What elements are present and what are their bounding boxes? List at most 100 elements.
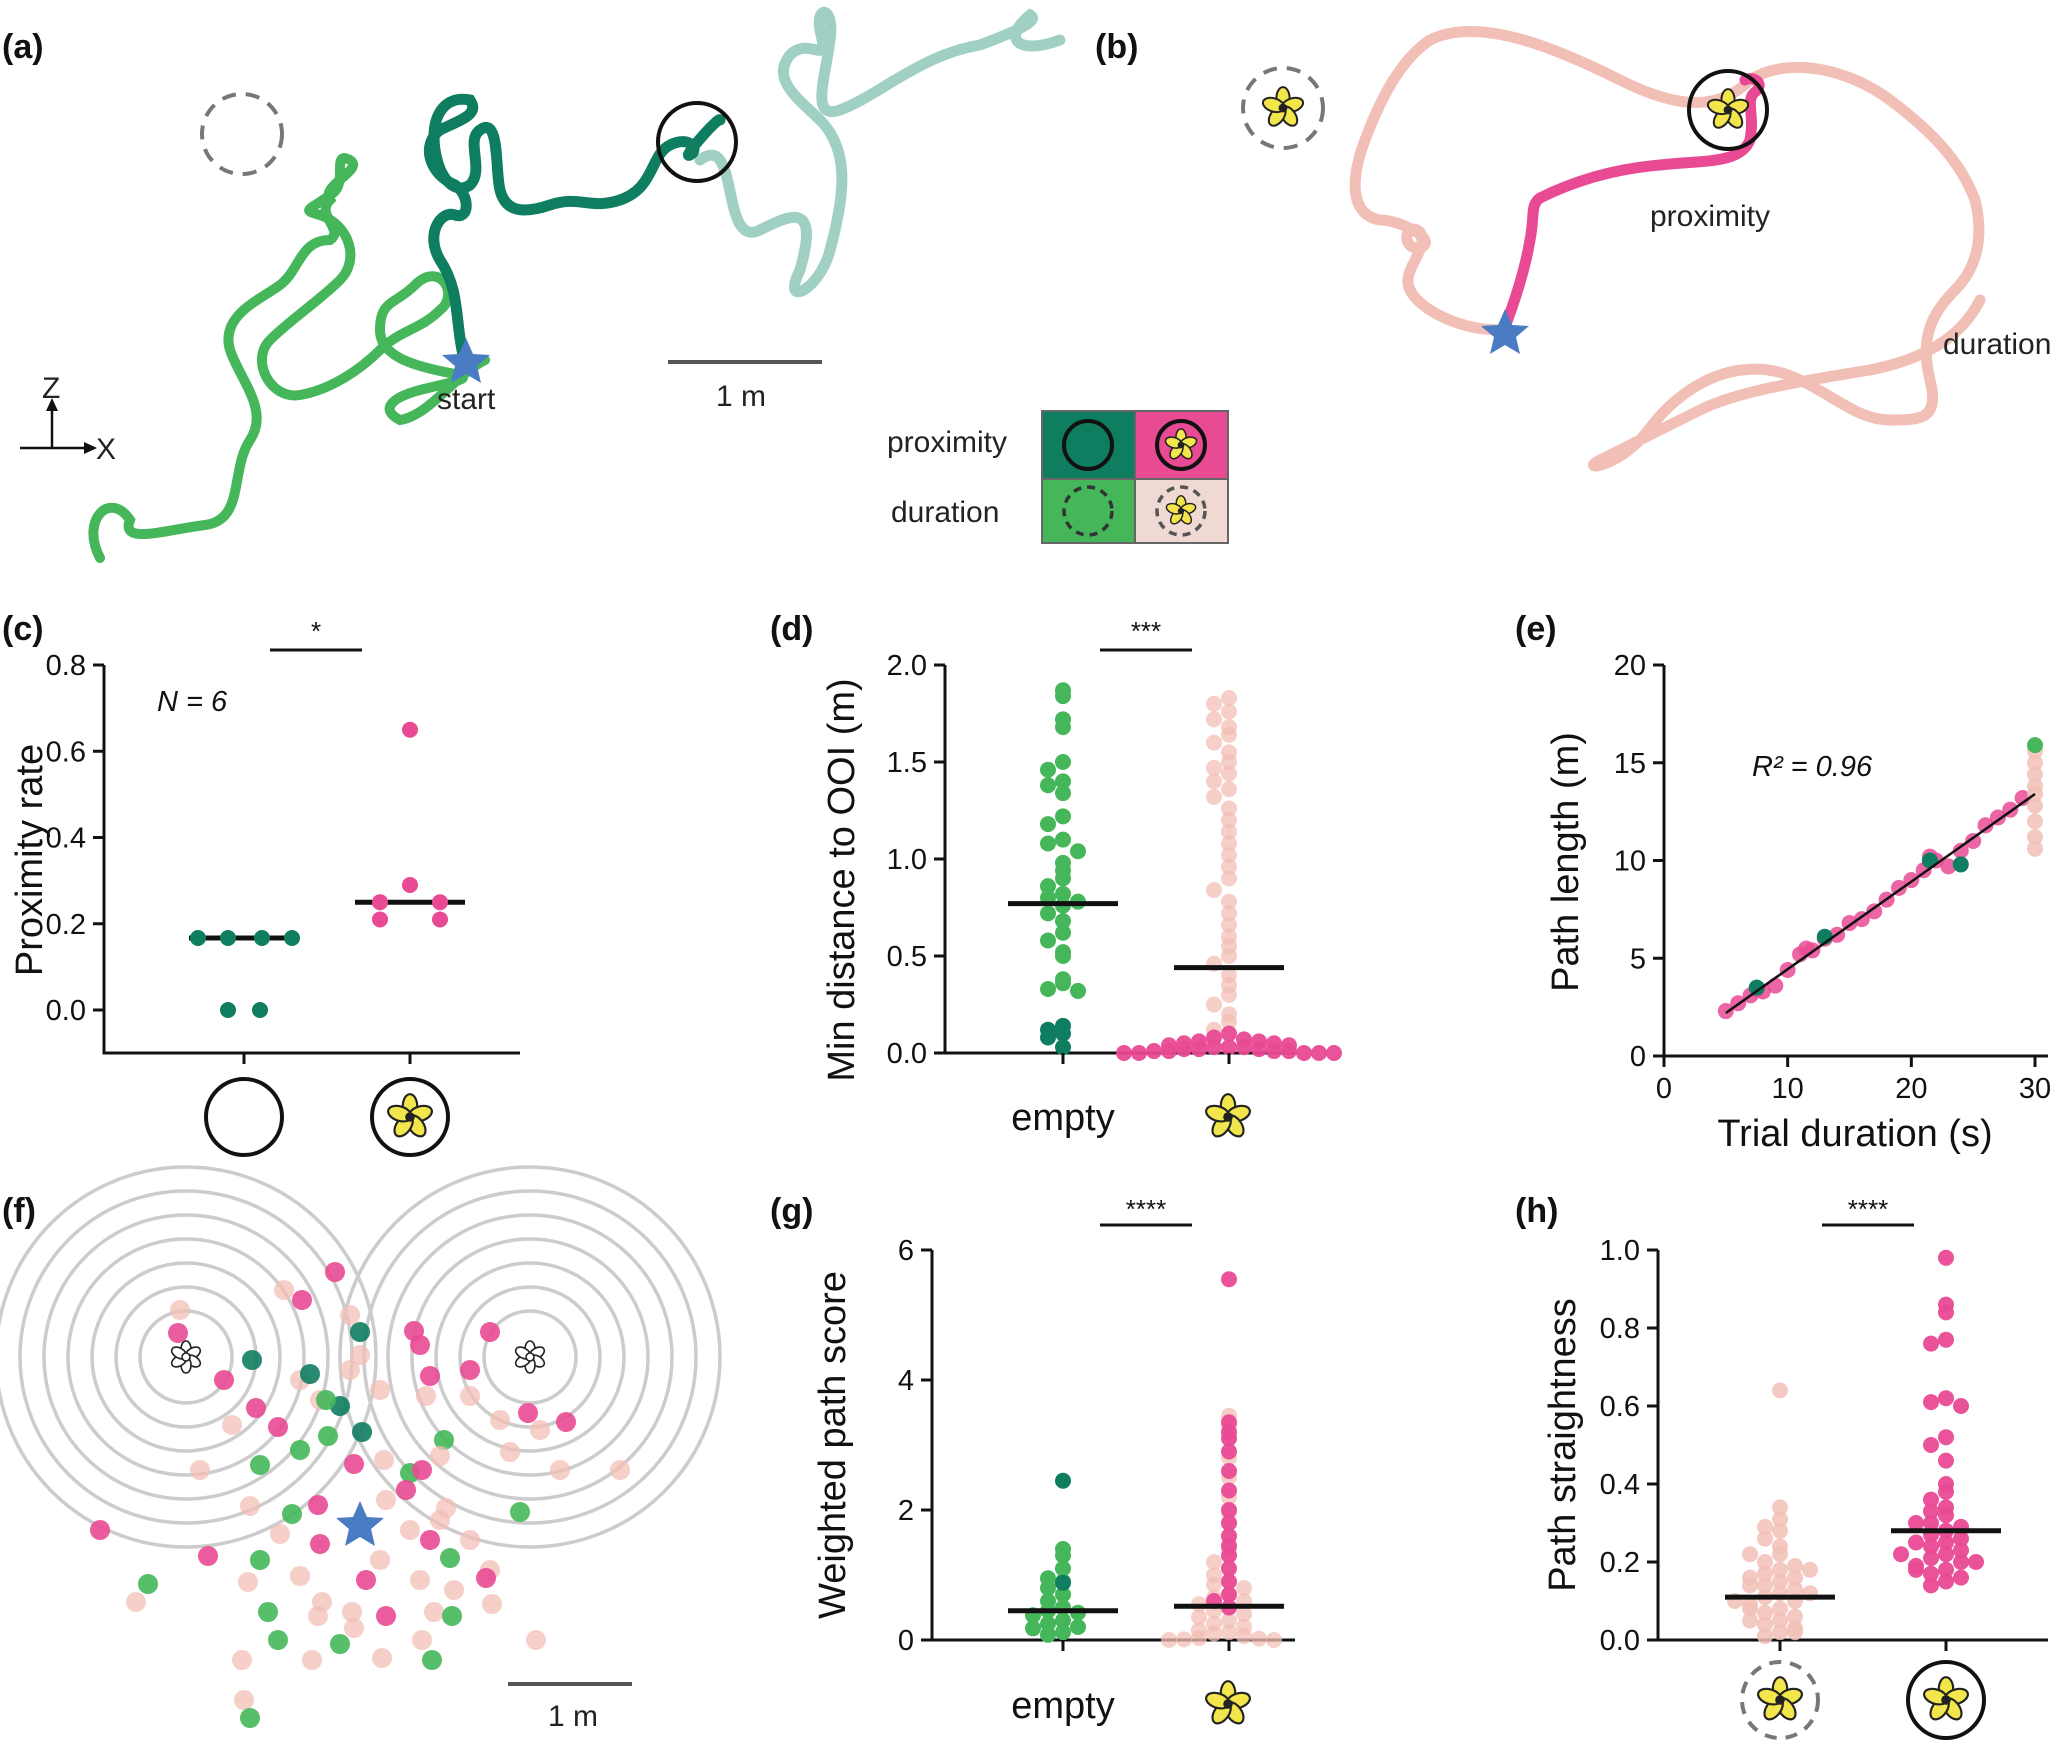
f-end-position-point <box>430 1510 450 1530</box>
d-object-light-point <box>1221 870 1237 887</box>
d-empty-dark-point <box>1055 1025 1071 1042</box>
f-end-position-point <box>434 1430 454 1450</box>
g-object-light-point <box>1236 1580 1252 1596</box>
f-end-position-point <box>232 1650 252 1670</box>
f-end-position-point <box>556 1412 576 1432</box>
h-proximity-point <box>1923 1538 1939 1555</box>
g-object-pink-point <box>1221 1271 1237 1288</box>
trajectory-dark-green <box>423 93 726 361</box>
h-proximity-point <box>1908 1515 1924 1531</box>
start-star-icon-b <box>1481 309 1529 354</box>
f-end-position-point <box>292 1290 312 1310</box>
d-object-light-point <box>1221 800 1237 817</box>
f-end-position-point <box>250 1550 270 1570</box>
h-duration-point <box>1787 1557 1803 1574</box>
h-proximity-point <box>1923 1491 1939 1508</box>
d-object-light-point <box>1206 759 1222 776</box>
h-proximity-point <box>1938 1561 1954 1578</box>
h-duration-point <box>1772 1511 1788 1528</box>
e-point <box>1977 817 1994 834</box>
h-proximity-point <box>1923 1503 1939 1520</box>
g-object-pink-point <box>1221 1430 1237 1447</box>
f-end-position-point <box>530 1420 550 1440</box>
d-object-light-point <box>1221 754 1237 770</box>
e-point <box>1767 977 1784 994</box>
e-point <box>1952 842 1969 859</box>
trajectory-green <box>88 153 490 563</box>
g-empty-green-point <box>1055 1560 1071 1577</box>
d-object-light-point <box>1221 781 1237 798</box>
h-proximity-point <box>1923 1515 1939 1531</box>
d-object-pink-point <box>1146 1043 1162 1060</box>
d-empty-green-point <box>1070 982 1086 999</box>
f-end-position-point <box>340 1360 360 1380</box>
d-object-light-point <box>1221 689 1237 706</box>
d-object-pink-point <box>1221 1039 1237 1056</box>
g-empty-green-point <box>1055 1547 1071 1564</box>
axis-z-label: Z <box>42 372 60 405</box>
h-ytick-label: 0.2 <box>1600 1547 1640 1579</box>
f-end-position-point <box>170 1300 190 1320</box>
g-object-light-point <box>1236 1628 1252 1645</box>
g-object-light-point <box>1221 1612 1237 1629</box>
scale-label: 1 m <box>716 380 766 413</box>
h-ytick-label: 1.0 <box>1600 1235 1640 1267</box>
h-proximity-point <box>1908 1534 1924 1551</box>
f-end-position-point <box>330 1634 350 1654</box>
d-empty-green-point <box>1040 761 1056 778</box>
axis-x-label: X <box>96 433 116 466</box>
f-end-position-point <box>480 1322 500 1342</box>
panel-b: proximity duration <box>1241 26 2051 472</box>
d-object-light-point <box>1221 858 1237 875</box>
g-object-pink-point <box>1221 1586 1237 1603</box>
h-proximity-point <box>1938 1546 1954 1563</box>
d-object-pink-point <box>1266 1043 1282 1060</box>
g-object-pink-point <box>1221 1547 1237 1564</box>
c-object-point <box>402 876 418 893</box>
f-end-position-point <box>240 1496 260 1516</box>
c-ytick-label: 0.4 <box>46 823 86 855</box>
f-end-position-point <box>500 1442 520 1462</box>
panel-e-path-length: 0 5 10 15 20 0 10 20 30 Path length (m) Trial du… <box>1545 650 2051 1155</box>
g-object-pink-point <box>1221 1515 1237 1531</box>
trajectory-light-pink <box>1349 26 1986 472</box>
h-proximity-point <box>1923 1437 1939 1453</box>
h-proximity-point <box>1893 1546 1909 1563</box>
panel-label-f: (f) <box>2 1192 36 1230</box>
h-proximity-point <box>1938 1429 1954 1446</box>
d-empty-green-point <box>1055 808 1071 825</box>
g-empty-green-point <box>1025 1620 1041 1637</box>
g-flower-icon <box>1203 1680 1253 1728</box>
h-y-axis-label: Path straightness <box>1542 1298 1584 1592</box>
g-empty-green-point <box>1055 1612 1071 1629</box>
h-proximity-point <box>1953 1569 1969 1586</box>
f-end-position-point <box>270 1524 290 1544</box>
c-empty-point <box>252 1002 268 1018</box>
e-xtick-label: 20 <box>1895 1073 1927 1105</box>
panel-h-path-straightness: 0.0 0.2 0.4 0.6 0.8 1.0 Path straightness ***… <box>1542 1194 2048 1740</box>
f-end-position-point <box>410 1335 430 1355</box>
h-proximity-point <box>1953 1398 1969 1414</box>
g-ytick-label: 0 <box>898 1625 914 1657</box>
g-object-light-point <box>1206 1576 1222 1593</box>
f-end-position-point <box>238 1572 258 1592</box>
h-proximity-point <box>1953 1530 1969 1547</box>
d-empty-green-point <box>1055 924 1071 941</box>
f-end-position-point <box>412 1460 432 1480</box>
e-ytick-label: 5 <box>1630 943 1646 975</box>
d-object-light-point <box>1221 1013 1237 1030</box>
f-distance-ring <box>458 1285 602 1429</box>
h-proximity-point <box>1938 1534 1954 1551</box>
c-object-point <box>432 911 448 928</box>
f-end-position-point <box>290 1566 310 1586</box>
e-point-green <box>1921 852 1938 869</box>
f-end-position-point <box>490 1410 510 1430</box>
f-end-position-point <box>510 1502 530 1522</box>
f-distance-ring <box>338 1165 722 1549</box>
d-significance-label: *** <box>1131 616 1161 646</box>
g-ytick-label: 6 <box>898 1235 914 1267</box>
c-ytick-label: 0.6 <box>46 736 86 768</box>
d-object-pink-point <box>1326 1045 1342 1061</box>
f-end-position-point <box>246 1398 266 1418</box>
d-object-light-point <box>1221 905 1237 922</box>
